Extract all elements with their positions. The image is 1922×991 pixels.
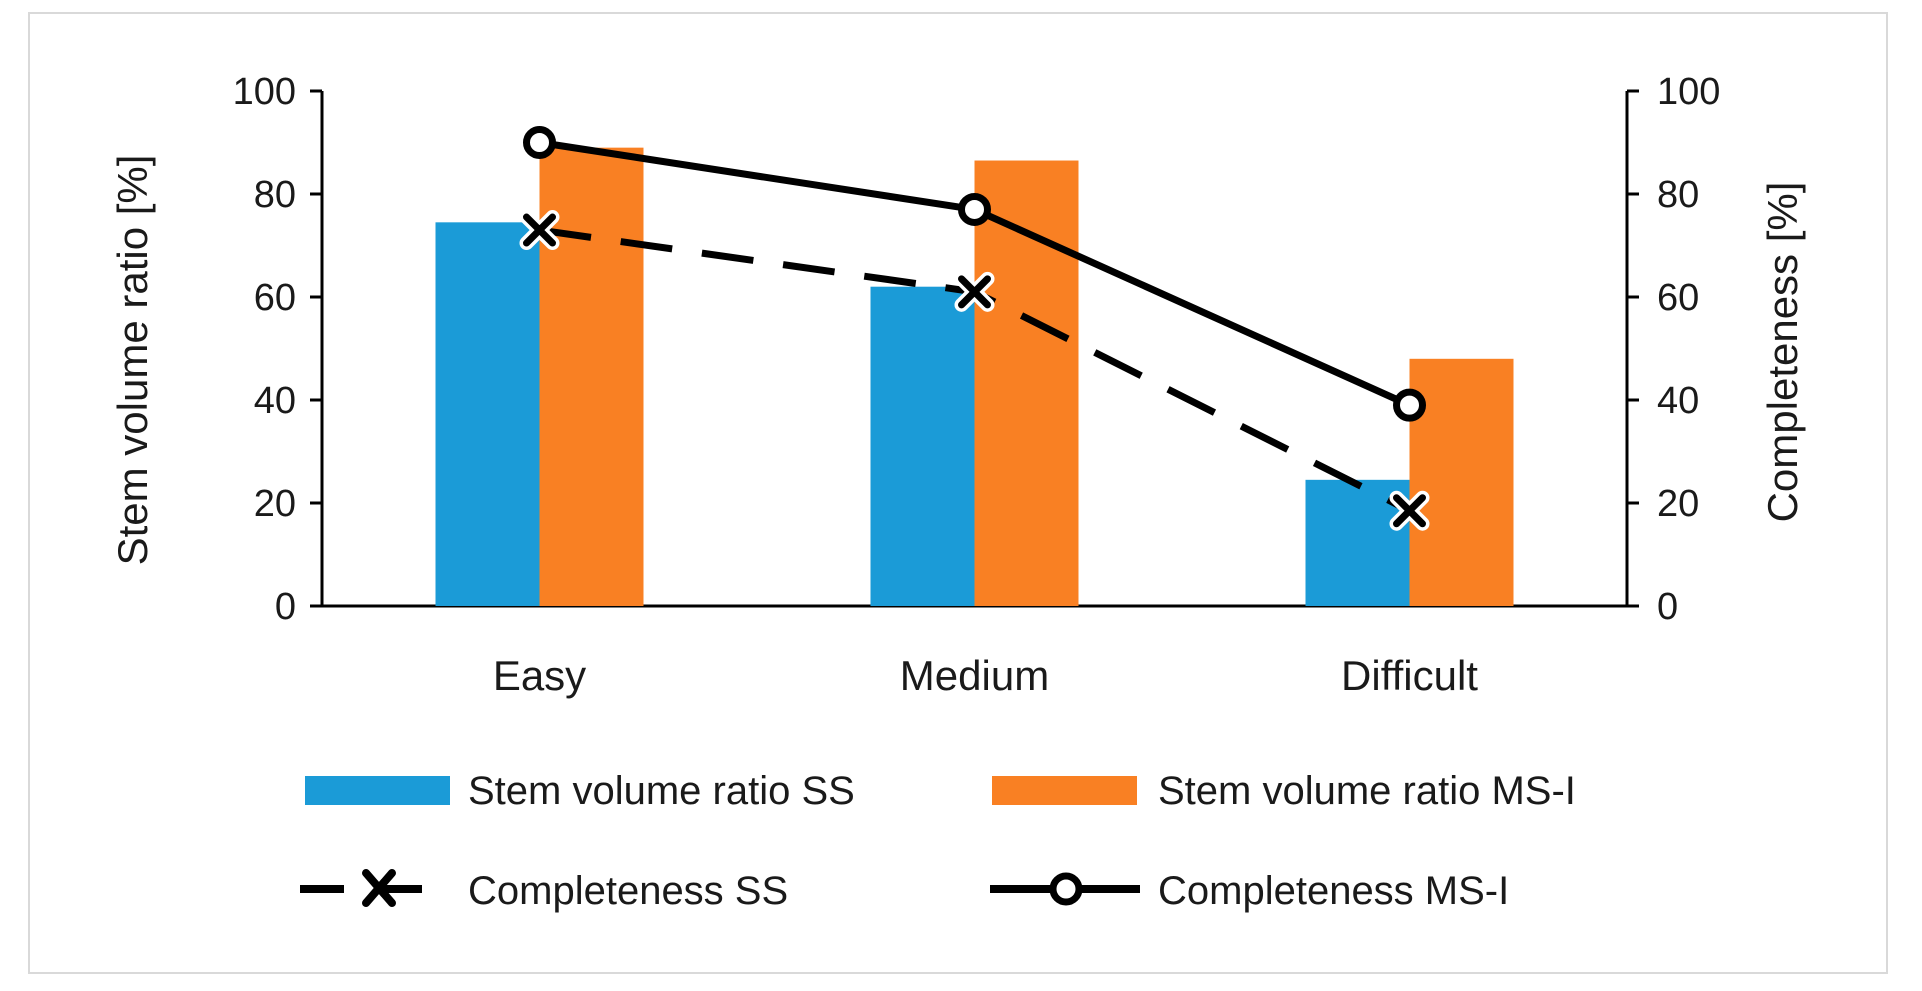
legend-swatch-ss-line	[300, 869, 452, 907]
legend-label-ss-bar: Stem volume ratio SS	[468, 769, 855, 813]
y-left-tick-label: 40	[254, 380, 296, 422]
legend-label-msi-line: Completeness MS-I	[1158, 869, 1509, 913]
y-left-tick-label: 20	[254, 483, 296, 525]
bar-msi	[974, 160, 1079, 606]
y-left-tick-label: 0	[275, 586, 296, 628]
y-right-tick-label: 100	[1657, 71, 1720, 113]
legend-label-msi-bar: Stem volume ratio MS-I	[1158, 769, 1576, 813]
marker-circle	[1393, 388, 1426, 422]
category-labels: Easy Medium Difficult	[493, 652, 1478, 699]
marker-circle	[523, 126, 556, 159]
legend-swatch-msi-line	[990, 872, 1140, 906]
bar-msi	[1409, 358, 1514, 606]
legend-label-ss-line: Completeness SS	[468, 869, 788, 913]
y-right-tick-label: 40	[1657, 380, 1699, 422]
bar-msi	[539, 147, 644, 606]
legend-swatch-msi-bar	[992, 776, 1137, 805]
bars	[435, 147, 1514, 606]
legend-swatch-ss-bar	[305, 776, 450, 805]
y-right-tick-label: 80	[1657, 174, 1699, 216]
bar-ss	[435, 222, 540, 606]
y-left-tick-label: 100	[233, 71, 296, 113]
y-right-axis-title: Completeness [%]	[1759, 182, 1806, 523]
ticks: 0 20 40 60 80 100 0 20 40 60 80 100	[233, 71, 1721, 628]
marker-x	[958, 275, 991, 309]
lines	[519, 126, 1430, 531]
y-left-tick-label: 80	[254, 174, 296, 216]
y-left-tick-label: 60	[254, 277, 296, 319]
x-category-label: Easy	[493, 652, 586, 699]
marker-x	[1393, 494, 1426, 528]
legend: Stem volume ratio SS Stem volume ratio M…	[300, 769, 1576, 913]
x-category-label: Difficult	[1341, 652, 1478, 699]
y-right-tick-label: 0	[1657, 586, 1678, 628]
x-category-label: Medium	[900, 652, 1049, 699]
y-right-tick-label: 20	[1657, 483, 1699, 525]
y-right-tick-label: 60	[1657, 277, 1699, 319]
marker-circle	[958, 192, 991, 226]
bar-ss	[870, 286, 975, 606]
marker-x	[523, 213, 556, 247]
y-left-axis-title: Stem volume ratio [%]	[109, 155, 156, 566]
